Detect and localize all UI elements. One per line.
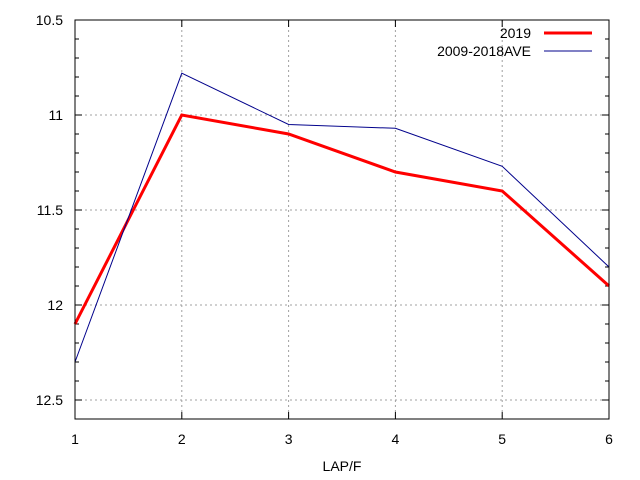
series-line-1 <box>73 113 610 325</box>
y-tick-label: 12.5 <box>36 392 63 408</box>
x-tick-label: 4 <box>392 431 400 447</box>
y-tick-label: 10.5 <box>36 12 63 28</box>
x-tick-label: 1 <box>71 431 79 447</box>
legend-label: 2009-2018AVE <box>437 43 531 59</box>
minor-ticks <box>74 19 610 420</box>
plot-frame <box>74 19 610 420</box>
grid <box>75 20 609 419</box>
series-layer <box>73 72 610 363</box>
legend: 2019 2009-2018AVE <box>437 25 592 59</box>
x-tick-labels: 1 2 3 4 5 6 <box>71 431 613 447</box>
y-tick-label: 11 <box>48 107 63 123</box>
series-line-2 <box>74 72 610 363</box>
x-tick-label: 3 <box>285 431 293 447</box>
legend-label: 2019 <box>500 25 531 41</box>
x-tick-label: 6 <box>605 431 613 447</box>
y-tick-label: 12 <box>47 297 63 313</box>
x-tick-label: 5 <box>498 431 506 447</box>
y-tick-labels: 10.5 11 11.5 12 12.5 <box>36 12 63 408</box>
y-tick-label: 11.5 <box>37 202 63 218</box>
x-tick-label: 2 <box>178 431 186 447</box>
x-axis-title: LAP/F <box>323 458 362 474</box>
